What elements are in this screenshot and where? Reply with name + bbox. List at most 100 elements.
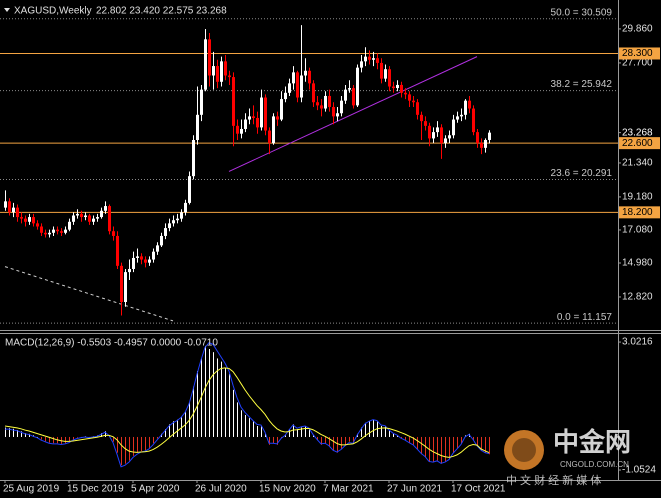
level-box [619,137,660,150]
macd-bar [417,436,418,450]
candle-body [304,70,307,76]
macd-bar [41,436,42,440]
candle-body [444,138,447,144]
macd-bar [169,424,170,437]
candle-body [248,116,251,120]
y-tick-label: 29.860 [622,24,653,35]
macd-bar [69,436,70,442]
menu-triangle[interactable] [4,8,10,12]
macd-bar [121,436,122,466]
candle-body [56,229,59,232]
macd-bar [37,436,38,438]
watermark-slogan: 中 文 财 经 新 媒 体 [506,473,601,487]
macd-bar [21,431,22,437]
macd-bar [117,436,118,453]
candle-body [348,88,351,90]
y-tick-label: 14.980 [622,258,653,269]
candle-body [196,114,199,140]
macd-bar [241,410,242,437]
candle-body [256,117,259,128]
candle-body [216,66,219,82]
candle-body [440,127,443,144]
candle-body [396,84,399,89]
macd-bar [437,436,438,461]
macd-bar [369,421,370,437]
candle-body [288,83,291,93]
x-tick-label: 17 Oct 2021 [451,484,506,495]
candle-body [152,251,155,260]
macd-bar [461,436,462,444]
candle-body [372,58,375,60]
macd-bar [249,418,250,437]
macd-bar [333,436,334,452]
macd-bar [197,371,198,437]
macd-bar [209,349,210,437]
macd-bar [401,436,402,439]
candle-body [392,86,395,89]
candle-body [136,256,139,258]
macd-title: MACD(12,26,9) -0.5503 -0.4957 0.0000 -0.… [5,338,218,349]
macd-bar [125,436,126,464]
candle-body [52,229,55,233]
macd-bar [481,436,482,452]
macd-bar [145,436,146,451]
y-tick-label: 21.340 [622,158,653,169]
candle-body [80,213,83,218]
candle-body [376,58,379,63]
candle-body [16,207,19,218]
candle-body [364,56,367,62]
candle-body [472,108,475,133]
macd-bar [485,436,486,453]
macd-bar [433,436,434,463]
macd-bar [285,435,286,437]
candle-body [96,217,99,219]
candle-body [240,128,243,134]
macd-bar [273,436,274,444]
candle-body [380,62,383,79]
level-box [619,206,660,219]
macd-bar [397,435,398,437]
candle-body [28,217,31,222]
candle-body [232,77,235,126]
candle-body [252,116,255,118]
macd-bar [453,436,454,453]
macd-bar [165,429,166,437]
candle-body [228,75,231,78]
macd-bar [337,436,338,453]
candle-body [328,95,331,107]
candle-body [12,207,15,213]
watermark-logo [504,430,544,470]
candle-body [316,102,319,106]
candle-body [428,125,431,139]
candle-body [60,231,63,233]
macd-bar [309,429,310,437]
candle-body [32,217,35,224]
macd-y-tick-label: -1.0524 [622,465,656,476]
macd-bar [193,386,194,437]
candle-body [84,215,87,218]
candle-body [436,127,439,133]
macd-bar [29,433,30,437]
candle-body [284,92,287,100]
candle-body [388,69,391,87]
candle-body [368,56,371,60]
candle-body [404,92,407,95]
macd-bar [233,389,234,437]
candle-body [200,89,203,115]
candle-body [280,99,283,120]
candle-body [212,66,215,76]
macd-bar [425,436,426,458]
candle-body [484,139,487,148]
macd-bar [173,421,174,437]
macd-bar [393,433,394,437]
chart-title: XAGUSD,Weekly [14,6,92,17]
trend-line [228,56,478,172]
macd-bar [229,374,230,437]
level-box [619,47,660,60]
macd-bar [457,436,458,448]
candle-body [192,139,195,177]
macd-bar [129,436,130,461]
fib-label: 38.2 = 25.942 [551,79,613,90]
y-tick-label: 12.820 [622,292,653,303]
